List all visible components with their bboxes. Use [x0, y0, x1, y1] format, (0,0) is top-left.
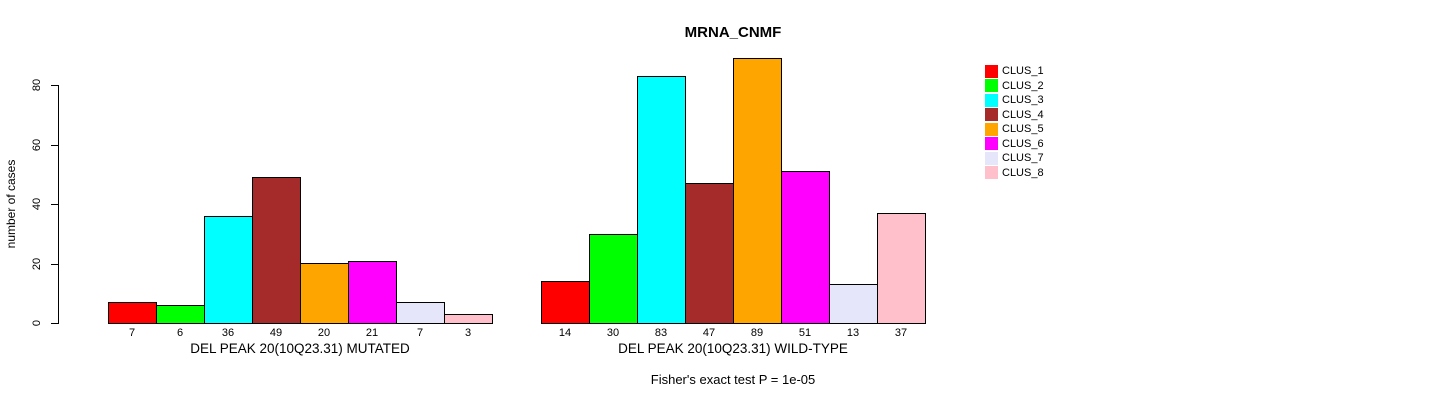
legend-label: CLUS_3: [1002, 94, 1044, 107]
legend-swatch: [985, 122, 998, 136]
bar-clus_7-group2: [829, 284, 878, 324]
bar-clus_2-group1: [156, 305, 205, 324]
bar-value-label: 49: [269, 327, 283, 339]
y-axis-tick: [51, 85, 58, 86]
legend-swatch: [985, 93, 998, 107]
y-axis-tick: [51, 323, 58, 324]
bar-value-label: 47: [702, 327, 716, 339]
legend-swatch: [985, 108, 998, 122]
legend-item: CLUS_8: [985, 166, 1044, 181]
legend-label: CLUS_2: [1002, 79, 1044, 92]
legend-swatch: [985, 64, 998, 78]
bar-value-label: 7: [416, 327, 424, 339]
legend-item: CLUS_3: [985, 93, 1044, 108]
legend-label: CLUS_8: [1002, 166, 1044, 179]
bar-value-label: 3: [464, 327, 472, 339]
legend-swatch: [985, 137, 998, 151]
y-axis-label: number of cases: [4, 159, 18, 249]
bar-clus_3-group2: [637, 76, 686, 324]
legend-item: CLUS_7: [985, 151, 1044, 166]
bar-clus_7-group1: [396, 302, 445, 324]
legend-item: CLUS_1: [985, 64, 1044, 79]
y-axis-tick: [51, 204, 58, 205]
bar-value-label: 51: [798, 327, 812, 339]
legend: CLUS_1 CLUS_2 CLUS_3 CLUS_4 CLUS_5 CLUS_6 CLUS…: [985, 64, 1044, 180]
bar-value-label: 36: [221, 327, 235, 339]
bar-clus_1-group2: [541, 281, 590, 324]
legend-item: CLUS_6: [985, 137, 1044, 152]
legend-label: CLUS_6: [1002, 137, 1044, 150]
legend-item: CLUS_4: [985, 108, 1044, 123]
legend-item: CLUS_2: [985, 79, 1044, 94]
legend-label: CLUS_7: [1002, 152, 1044, 165]
bar-value-label: 21: [365, 327, 379, 339]
y-axis-tick: [51, 263, 58, 265]
y-axis-tick-label: 80: [31, 78, 43, 92]
bar-clus_8-group1: [444, 314, 493, 324]
bar-clus_6-group1: [348, 261, 397, 324]
legend-item: CLUS_5: [985, 122, 1044, 137]
bar-value-label: 30: [606, 327, 620, 339]
bar-value-label: 13: [846, 327, 860, 339]
bar-clus_5-group1: [300, 263, 349, 324]
chart-title: MRNA_CNMF: [684, 24, 782, 41]
legend-label: CLUS_5: [1002, 123, 1044, 136]
x-axis-group-label: DEL PEAK 20(10Q23.31) WILD-TYPE: [618, 341, 848, 356]
bar-value-label: 14: [558, 327, 572, 339]
bar-value-label: 83: [654, 327, 668, 339]
legend-swatch: [985, 166, 998, 180]
bar-clus_3-group1: [204, 216, 253, 324]
bar-clus_4-group2: [685, 183, 734, 324]
bar-clus_1-group1: [108, 302, 157, 324]
legend-label: CLUS_1: [1002, 65, 1044, 78]
bar-value-label: 7: [128, 327, 136, 339]
legend-label: CLUS_4: [1002, 108, 1044, 121]
fisher-test-annotation: Fisher's exact test P = 1e-05: [650, 372, 816, 387]
x-axis-group-label: DEL PEAK 20(10Q23.31) MUTATED: [190, 341, 410, 356]
y-axis-line: [58, 85, 59, 324]
bar-clus_6-group2: [781, 171, 830, 324]
bar-value-label: 20: [317, 327, 331, 339]
bar-value-label: 89: [750, 327, 764, 339]
bar-clus_2-group2: [589, 234, 638, 324]
bar-value-label: 37: [894, 327, 908, 339]
legend-swatch: [985, 151, 998, 165]
legend-swatch: [985, 79, 998, 93]
bar-value-label: 6: [176, 327, 184, 339]
y-axis-tick: [51, 144, 58, 146]
bar-clus_5-group2: [733, 58, 782, 324]
bar-clus_4-group1: [252, 177, 301, 324]
bar-clus_8-group2: [877, 213, 926, 324]
